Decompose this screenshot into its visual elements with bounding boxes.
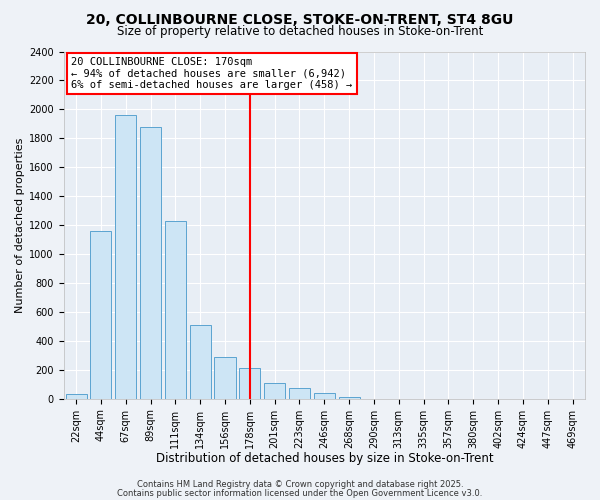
Text: Contains HM Land Registry data © Crown copyright and database right 2025.: Contains HM Land Registry data © Crown c… — [137, 480, 463, 489]
Bar — [140, 126, 161, 398]
Bar — [190, 325, 211, 398]
Bar — [264, 383, 285, 398]
Bar — [239, 368, 260, 398]
Text: Size of property relative to detached houses in Stoke-on-Trent: Size of property relative to detached ho… — [117, 25, 483, 38]
Bar — [115, 115, 136, 399]
Text: 20, COLLINBOURNE CLOSE, STOKE-ON-TRENT, ST4 8GU: 20, COLLINBOURNE CLOSE, STOKE-ON-TRENT, … — [86, 12, 514, 26]
Text: 20 COLLINBOURNE CLOSE: 170sqm
← 94% of detached houses are smaller (6,942)
6% of: 20 COLLINBOURNE CLOSE: 170sqm ← 94% of d… — [71, 56, 353, 90]
X-axis label: Distribution of detached houses by size in Stoke-on-Trent: Distribution of detached houses by size … — [155, 452, 493, 465]
Bar — [214, 357, 236, 399]
Bar — [314, 393, 335, 398]
Y-axis label: Number of detached properties: Number of detached properties — [15, 138, 25, 313]
Bar — [289, 388, 310, 398]
Bar — [65, 394, 86, 398]
Text: Contains public sector information licensed under the Open Government Licence v3: Contains public sector information licen… — [118, 489, 482, 498]
Bar — [91, 231, 112, 398]
Bar — [165, 221, 186, 398]
